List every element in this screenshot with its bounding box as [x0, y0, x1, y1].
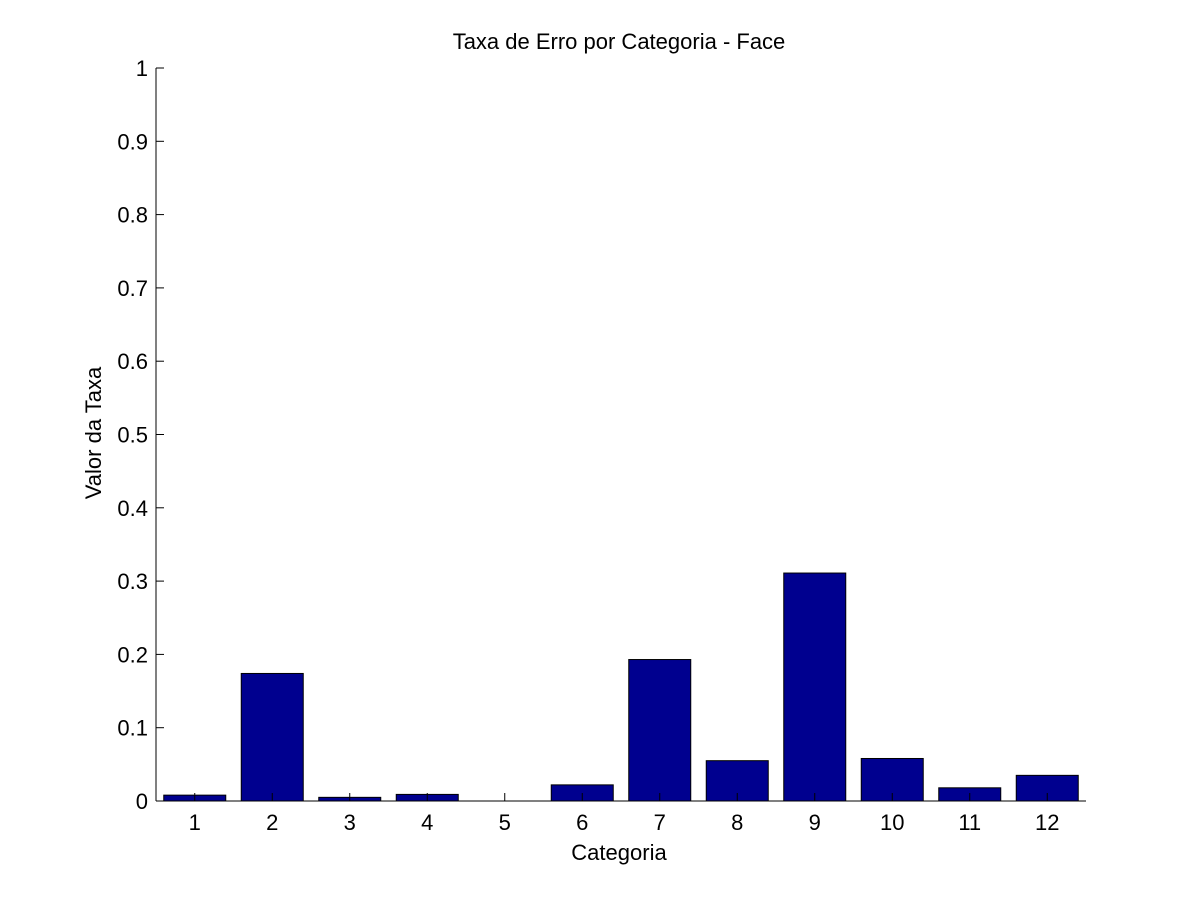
y-tick-label: 0.3	[117, 569, 148, 594]
y-tick-label: 0.8	[117, 203, 148, 228]
y-tick-label: 0.7	[117, 276, 148, 301]
bar-2	[240, 672, 304, 802]
y-tick-label: 0.1	[117, 716, 148, 741]
chart-title: Taxa de Erro por Categoria - Face	[453, 29, 786, 54]
x-tick-label: 3	[344, 810, 356, 835]
x-tick-label: 8	[731, 810, 743, 835]
bar-9	[783, 572, 847, 802]
x-tick-label: 1	[189, 810, 201, 835]
y-tick-label: 0.9	[117, 129, 148, 154]
x-tick-label: 6	[576, 810, 588, 835]
ticks-layer: 00.10.20.30.40.50.60.70.80.911 2 3 4 5 6 7 8 9 10…	[117, 56, 1059, 835]
y-axis-label: Valor da Taxa	[81, 366, 106, 499]
x-tick-label: 11	[958, 810, 981, 835]
y-tick-label: 0	[136, 789, 148, 814]
x-tick-label: 9	[809, 810, 821, 835]
x-tick-label: 4	[421, 810, 433, 835]
y-tick-label: 0.5	[117, 423, 148, 448]
x-tick-label: 2	[266, 810, 278, 835]
y-tick-label: 0.2	[117, 642, 148, 667]
y-tick-label: 0.4	[117, 496, 148, 521]
x-tick-label: 5	[499, 810, 511, 835]
x-tick-label: 7	[654, 810, 666, 835]
bar-7	[628, 659, 692, 802]
x-tick-label: 10	[880, 810, 904, 835]
x-tick-label: 12	[1035, 810, 1059, 835]
bars-layer	[163, 572, 1079, 802]
y-tick-label: 1	[136, 56, 148, 81]
y-tick-label: 0.6	[117, 349, 148, 374]
x-axis-label: Categoria	[571, 840, 667, 865]
